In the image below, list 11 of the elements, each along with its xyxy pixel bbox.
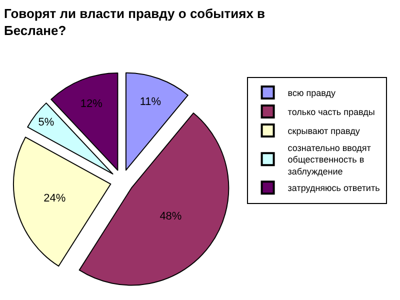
data-label: 12% [80, 98, 103, 110]
data-label: 5% [38, 116, 54, 128]
data-label: 11% [140, 96, 162, 108]
legend-label: всю правду [288, 88, 336, 98]
legend-label: сознательно вводят общественность в заблуждение [288, 142, 371, 176]
legend-label: затрудняюсь ответить [288, 183, 380, 194]
data-label: 48% [160, 210, 182, 223]
chart-title: Говорят ли власти правду о событиях в Беслане? [4, 6, 266, 38]
legend-label: скрывают правду [288, 126, 360, 136]
legend-label: только часть правды [288, 107, 375, 118]
data-label: 24% [44, 192, 66, 204]
